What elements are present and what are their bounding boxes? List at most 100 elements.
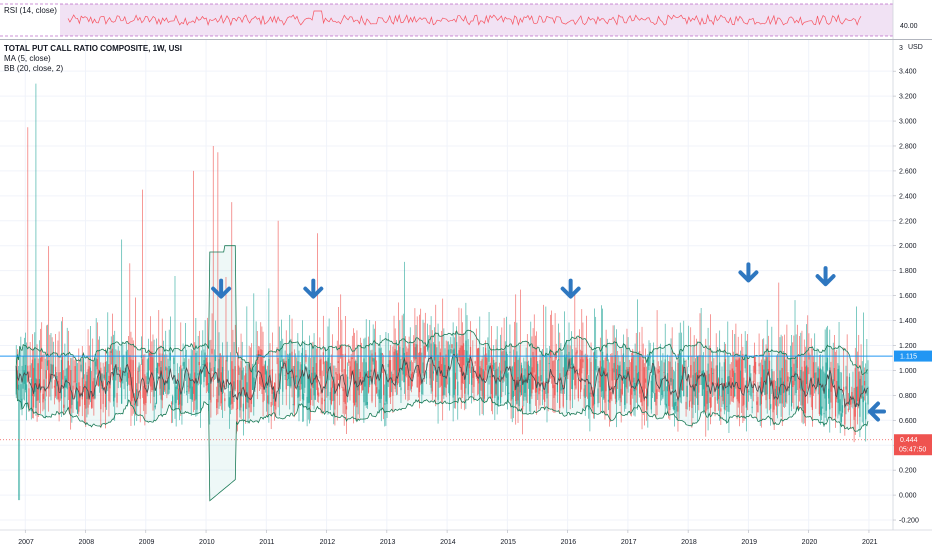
candle-body (799, 376, 801, 389)
candle-body (138, 365, 140, 372)
candle-body (378, 389, 380, 399)
candle-body (457, 381, 459, 396)
candle-body (20, 384, 22, 403)
candle-body (154, 405, 156, 408)
candle-body (63, 404, 65, 408)
candle-body (775, 385, 778, 407)
candle-body (89, 367, 91, 393)
candle-body (678, 359, 680, 395)
candle-body (44, 399, 46, 401)
candle-body (165, 366, 167, 371)
time-tick-label: 2016 (561, 539, 577, 546)
candle-body (340, 345, 342, 358)
candle-body (370, 369, 372, 372)
candle-body (788, 386, 790, 395)
price-tick-top: 3 (899, 45, 903, 52)
candle-body (782, 381, 785, 394)
candle-body (649, 355, 651, 359)
candle-body (719, 362, 721, 396)
ma-legend[interactable]: MA (5, close) (4, 54, 51, 63)
candle-body (30, 378, 32, 412)
rsi-pane[interactable]: 40.00 RSI (14, close) (0, 0, 932, 40)
candle-body (547, 380, 549, 394)
candle-body (767, 368, 769, 371)
candle-body (653, 359, 655, 375)
candle-body (453, 348, 455, 395)
candle-body (665, 403, 667, 407)
candle-body (187, 385, 189, 387)
price-tick-label: 0.600 (899, 418, 917, 425)
candle-body (627, 368, 629, 378)
candle-body (430, 343, 432, 388)
candle-body (772, 380, 774, 413)
candle-body (593, 351, 596, 405)
candle-body (242, 403, 244, 412)
candle-body (291, 351, 293, 379)
candle-body (235, 408, 238, 410)
candle-body (736, 360, 738, 400)
candle-body (344, 353, 346, 404)
rsi-legend[interactable]: RSI (14, close) (4, 6, 57, 15)
candle-body (751, 406, 753, 409)
candle-body (787, 376, 789, 382)
candle-body (136, 389, 138, 407)
candle-body (462, 343, 465, 366)
candle-body (478, 348, 480, 384)
candle-body (345, 406, 348, 410)
main-chart-pane[interactable]: USD3-0.2000.0000.2000.4000.6000.8001.000… (0, 40, 932, 550)
candle-body (577, 378, 579, 399)
candle-body (679, 352, 681, 398)
candle-body (322, 352, 324, 365)
candle-body (349, 366, 351, 380)
candle-body (422, 362, 424, 374)
candle-body (605, 355, 607, 392)
candle-body (610, 392, 612, 400)
candle-body (861, 385, 863, 399)
candle-body (290, 376, 292, 387)
candle-body (796, 356, 798, 368)
candle-body (398, 345, 400, 371)
candle-body (687, 356, 689, 360)
candle-body (863, 380, 866, 386)
chart-title[interactable]: TOTAL PUT CALL RATIO COMPOSITE, 1W, USI (4, 44, 182, 53)
candle-body (746, 358, 749, 393)
candle-body (123, 372, 125, 374)
candle-body (396, 353, 399, 385)
candle-body (576, 350, 578, 354)
candle-body (761, 364, 764, 389)
candle-body (311, 372, 313, 387)
candle-body (777, 378, 779, 396)
bb-legend[interactable]: BB (20, close, 2) (4, 64, 64, 73)
candle-body (592, 390, 594, 406)
candle-body (669, 361, 671, 411)
candle-body (219, 353, 221, 388)
candle-body (676, 406, 678, 412)
price-tick-label: 2.800 (899, 143, 917, 150)
candle-body (472, 366, 474, 378)
candle-body (209, 362, 211, 400)
candle-body (826, 357, 829, 371)
candle-body (182, 362, 184, 366)
candle-body (612, 368, 614, 390)
candle-body (533, 356, 535, 373)
candle-body (81, 377, 83, 400)
candle-body (846, 376, 848, 406)
arrow-down-head (211, 286, 232, 299)
candle-body (744, 354, 746, 369)
candle-body (673, 402, 676, 410)
candle-body (713, 368, 715, 384)
candle-body (500, 370, 502, 404)
candle-body (334, 383, 336, 410)
candle-body (705, 375, 707, 413)
candle-body (275, 394, 277, 410)
candle-body (585, 356, 588, 380)
candle-body (333, 376, 335, 401)
candle-body (188, 376, 190, 392)
candle-body (810, 378, 812, 395)
candle-body (93, 377, 95, 400)
candle-body (249, 367, 251, 401)
candle-body (381, 353, 384, 355)
candle-body (258, 377, 261, 385)
candle-body (481, 359, 483, 396)
candle-body (482, 369, 484, 402)
